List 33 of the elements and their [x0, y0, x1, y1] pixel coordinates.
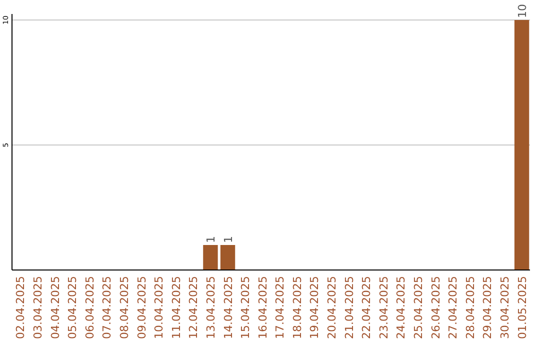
x-tick-label: 27.04.2025	[446, 276, 460, 339]
x-tick-label: 25.04.2025	[412, 276, 426, 339]
x-tick-label: 29.04.2025	[481, 276, 494, 339]
x-tick-label: 07.04.2025	[100, 276, 114, 339]
x-tick-label: 02.04.2025	[14, 276, 28, 339]
x-tick-label: 24.04.2025	[394, 276, 408, 339]
x-tick-label: 11.04.2025	[170, 276, 183, 339]
x-tick-label: 04.04.2025	[48, 276, 62, 339]
x-tick-label: 01.05.2025	[516, 276, 529, 339]
x-tick-label: 14.04.2025	[222, 276, 235, 339]
x-tick-label: 05.04.2025	[66, 276, 80, 339]
x-tick-label: 28.04.2025	[464, 276, 477, 339]
x-tick-label: 08.04.2025	[118, 276, 131, 339]
x-tick-label: 13.04.2025	[204, 276, 218, 339]
x-tick-label: 17.04.2025	[274, 276, 287, 339]
x-tick-label: 18.04.2025	[290, 276, 304, 339]
x-tick-label: 30.04.2025	[498, 276, 512, 339]
x-tick-label: 06.04.2025	[83, 276, 96, 339]
x-tick-label: 09.04.2025	[135, 276, 148, 339]
x-tick-label: 15.04.2025	[239, 276, 252, 339]
x-tick-label: 21.04.2025	[342, 276, 356, 339]
x-tick-label: 12.04.2025	[187, 276, 200, 339]
data-label: 1	[204, 236, 218, 243]
x-tick-label: 19.04.2025	[308, 276, 322, 339]
x-tick-label: 23.04.2025	[377, 276, 390, 339]
x-tick-label: 16.04.2025	[256, 276, 270, 339]
data-label: 10	[516, 4, 529, 18]
x-tick-label: 20.04.2025	[326, 276, 339, 339]
x-tick-label: 26.04.2025	[429, 276, 442, 339]
x-tick-label: 22.04.2025	[360, 276, 374, 339]
x-tick-label: 03.04.2025	[32, 276, 45, 339]
x-tick-label: 10.04.2025	[152, 276, 166, 339]
data-label: 1	[222, 236, 235, 243]
